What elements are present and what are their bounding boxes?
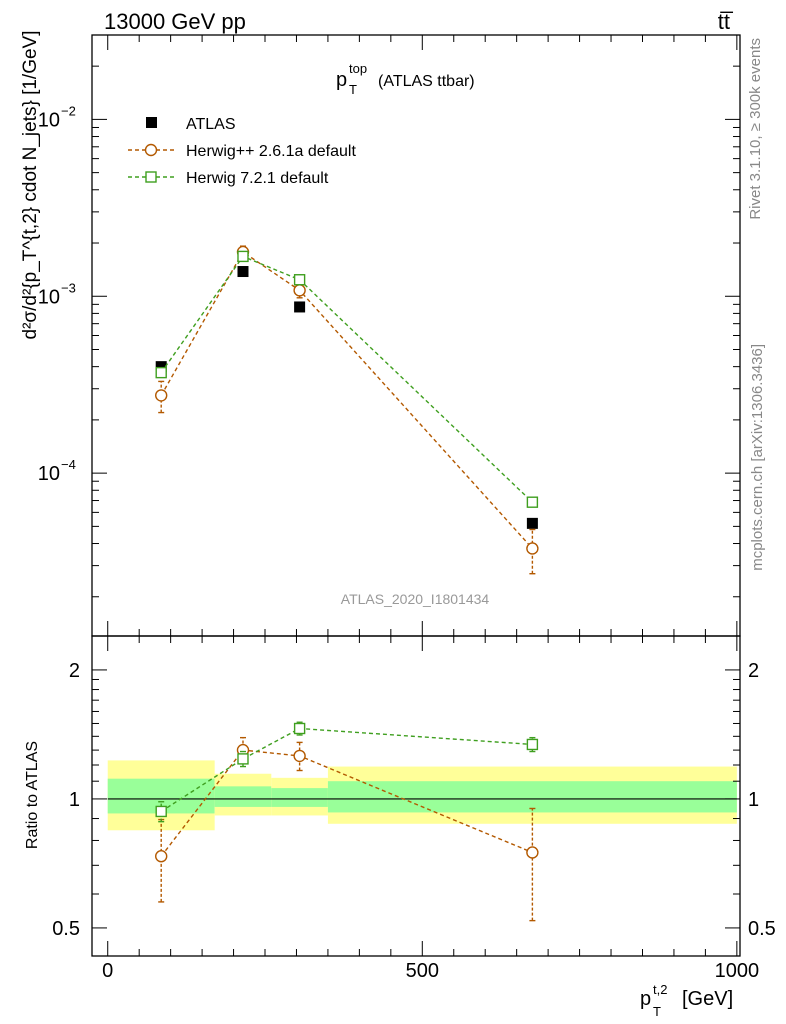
- ratio-series-herwig7: [155, 721, 539, 823]
- x-axis-label: p t,2 T [GeV]: [640, 982, 733, 1019]
- x-label-main: p: [640, 988, 651, 1010]
- series-herwigpp: [155, 245, 539, 575]
- uncertainty-band-inner: [214, 786, 272, 807]
- legend-marker-atlas: [146, 117, 157, 128]
- watermark: ATLAS_2020_I1801434: [341, 591, 490, 607]
- main-axis-ticks: 10−210−310−4: [38, 34, 740, 636]
- ratio-point-herwigpp: [155, 850, 168, 863]
- data-point-herwig7: [293, 274, 306, 286]
- data-point-atlas: [294, 301, 306, 313]
- main-y-tick-label: 10: [38, 463, 60, 485]
- ratio-panel: 0.5 0.5 1 1 2 2 0 500 1000 Ratio to ATLAS: [24, 635, 776, 982]
- main-y-tick-exponent: −2: [61, 103, 76, 118]
- title-sub: T: [349, 82, 357, 97]
- ratio-point-herwig7: [526, 738, 539, 751]
- data-point-atlas: [237, 266, 249, 278]
- legend-label-atlas: ATLAS: [186, 116, 236, 133]
- main-panel: 10−210−310−4 ATLAS_2020_I1801434 p top T…: [20, 31, 741, 637]
- legend-label-herwigpp: Herwig++ 2.6.1a default: [186, 143, 356, 160]
- series-herwig7: [155, 250, 539, 508]
- ratio-y-tick-label-right: 0.5: [748, 918, 776, 940]
- energy-label: 13000 GeV pp: [104, 9, 246, 34]
- ratio-axis-ticks: 0.5 0.5 1 1 2 2 0 500 1000: [52, 636, 776, 982]
- series-line-herwigpp: [160, 250, 533, 549]
- ratio-uncertainty-bands: [107, 760, 737, 831]
- ratio-line-herwigpp: [160, 749, 533, 857]
- ratio-y-tick-label-right: 2: [748, 660, 759, 682]
- data-point-herwig7: [155, 366, 167, 379]
- ratio-point-herwigpp: [293, 749, 306, 763]
- ratio-plot-frame: [91, 635, 741, 957]
- legend-marker-herwigpp: [144, 143, 158, 157]
- ratio-series-herwigpp: [155, 736, 539, 922]
- ratio-series: [155, 721, 539, 922]
- series-atlas: [155, 266, 538, 529]
- ratio-point-herwig7: [237, 753, 249, 765]
- ratio-point-herwig7: [155, 805, 167, 818]
- data-point-atlas: [155, 361, 167, 373]
- legend: ATLAS Herwig++ 2.6.1a default Herwig 7.2…: [128, 116, 356, 187]
- x-tick-label: 500: [406, 960, 439, 982]
- ratio-y-tick-label-right: 1: [748, 789, 759, 811]
- plot-title: p top T (ATLAS ttbar): [336, 61, 475, 97]
- title-sup: top: [349, 61, 367, 76]
- uncertainty-band-inner: [327, 781, 737, 813]
- data-point-atlas: [526, 517, 538, 529]
- ratio-point-herwig7: [293, 722, 306, 735]
- process-label: tt̅: [718, 9, 734, 34]
- ratio-line-herwig7: [160, 727, 533, 813]
- main-y-axis-label: d²σ/d²{p_T^{t,2} cdot N_jets} [1/GeV]: [20, 31, 41, 340]
- main-series: [155, 245, 539, 575]
- ratio-y-tick-label: 1: [69, 789, 80, 811]
- mcplots-label: mcplots.cern.ch [arXiv:1306.3436]: [749, 344, 766, 571]
- ratio-y-axis-label: Ratio to ATLAS: [24, 741, 41, 849]
- series-line-herwig7: [160, 255, 533, 503]
- main-y-tick-exponent: −3: [61, 280, 76, 295]
- rivet-label: Rivet 3.1.10, ≥ 300k events: [747, 38, 764, 220]
- main-y-tick-exponent: −4: [61, 457, 76, 472]
- ratio-y-tick-label: 0.5: [52, 918, 80, 940]
- data-point-herwig7: [237, 250, 249, 263]
- x-tick-label: 0: [102, 960, 113, 982]
- uncertainty-band-inner: [271, 788, 328, 807]
- data-point-herwig7: [526, 496, 539, 508]
- data-point-herwigpp: [293, 284, 306, 297]
- main-y-tick-label: 10: [38, 109, 60, 131]
- x-tick-label: 1000: [715, 960, 760, 982]
- ratio-point-herwigpp: [526, 846, 539, 859]
- x-label-sub: T: [653, 1004, 661, 1019]
- data-point-herwigpp: [155, 389, 168, 402]
- x-label-suffix: [GeV]: [682, 988, 733, 1010]
- data-point-herwigpp: [526, 542, 539, 555]
- title-main: p: [336, 69, 347, 91]
- x-label-sup: t,2: [653, 982, 667, 997]
- ratio-y-tick-label: 2: [69, 660, 80, 682]
- main-y-tick-label: 10: [38, 286, 60, 308]
- legend-label-herwig7: Herwig 7.2.1 default: [186, 170, 329, 187]
- title-suffix: (ATLAS ttbar): [378, 73, 475, 90]
- legend-marker-herwig7: [145, 171, 157, 183]
